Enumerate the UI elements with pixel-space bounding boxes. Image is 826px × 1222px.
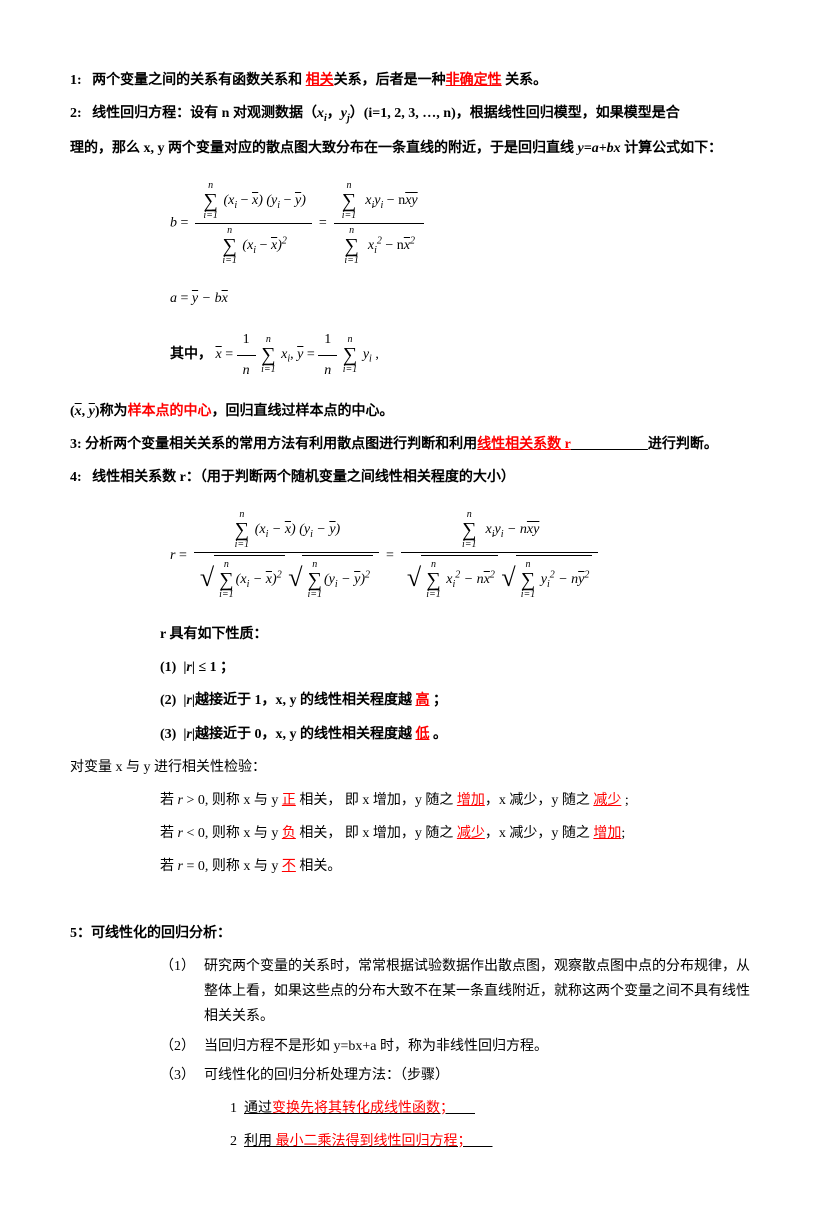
blank-answer: 线性相关系数 r bbox=[477, 437, 571, 452]
r-prop-3: (3) |r|越接近于 0，x, y 的线性相关程度越 低 。 bbox=[70, 722, 756, 747]
list-item-1: （1） 研究两个变量的关系时，常常根据试验数据作出散点图，观察散点图中点的分布规… bbox=[70, 954, 756, 1030]
paragraph-center: (x, y)称为样本点的中心，回归直线过样本点的中心。 bbox=[70, 399, 756, 424]
blank-answer: 非确定性 bbox=[446, 73, 502, 88]
item-number: 5： bbox=[70, 926, 91, 941]
blank-answer: 负 bbox=[282, 826, 296, 841]
fraction: n∑i=1 (xi − x) (yi − y) √n∑i=1(xi − x)2 … bbox=[194, 508, 379, 604]
blank-answer: 增加 bbox=[457, 793, 485, 808]
paragraph-4: 4: 线性相关系数 r：（用于判断两个随机变量之间线性相关程度的大小） bbox=[70, 465, 756, 490]
blank-answer: 正 bbox=[282, 793, 296, 808]
item-number: 4: bbox=[70, 470, 82, 485]
paragraph-2b: 理的，那么 x, y 两个变量对应的散点图大致分布在一条直线的附近，于是回归直线… bbox=[70, 136, 756, 161]
blank-answer: 减少 bbox=[593, 793, 621, 808]
correlation-head: 对变量 x 与 y 进行相关性检验： bbox=[70, 755, 756, 780]
sub-step-1: 1 通过变换先将其转化成线性函数； bbox=[70, 1096, 756, 1121]
formula-a: a = y − bx bbox=[170, 286, 756, 311]
blank-answer: 减少 bbox=[457, 826, 485, 841]
formula-b: b = n∑i=1 (xi − x) (yi − y) n∑i=1 (xi − … bbox=[170, 179, 756, 268]
corr-positive: 若 r > 0, 则称 x 与 y 正 相关， 即 x 增加，y 随之 增加，x… bbox=[70, 788, 756, 813]
blank-answer: 高 bbox=[415, 693, 429, 708]
formula-mean: 其中， x = 1n n∑i=1 xi, y = 1n n∑i=1 yi , bbox=[170, 325, 756, 384]
fraction: n∑i=1 (xi − x) (yi − y) n∑i=1 (xi − x)2 bbox=[195, 179, 311, 268]
r-prop-2: (2) |r|越接近于 1，x, y 的线性相关程度越 高 ； bbox=[70, 688, 756, 713]
paragraph-2: 2: 线性回归方程：设有 n 对观测数据（xi，yj）(i=1, 2, 3, …… bbox=[70, 101, 756, 128]
r-prop-1: (1) |r| ≤ 1 ； bbox=[70, 655, 756, 680]
corr-negative: 若 r < 0, 则称 x 与 y 负 相关， 即 x 增加，y 随之 减少，x… bbox=[70, 821, 756, 846]
list-item-3: （3） 可线性化的回归分析处理方法：（步骤） bbox=[70, 1063, 756, 1088]
blank-answer: 变换先将其转化成线性函数； bbox=[272, 1101, 454, 1116]
blank-answer: 相关 bbox=[306, 73, 334, 88]
blank-answer: 增加 bbox=[593, 826, 621, 841]
list-item-2: （2） 当回归方程不是形如 y=bx+a 时，称为非线性回归方程。 bbox=[70, 1034, 756, 1059]
blank-answer: 低 bbox=[415, 727, 429, 742]
blank-answer: 最小二乘法得到线性回归方程； bbox=[276, 1134, 472, 1149]
sub-step-2: 2 利用 最小二乘法得到线性回归方程； bbox=[70, 1129, 756, 1154]
formula-r: r = n∑i=1 (xi − x) (yi − y) √n∑i=1(xi − … bbox=[170, 508, 756, 604]
r-properties-head: r 具有如下性质： bbox=[70, 622, 756, 647]
math-inline: yj bbox=[341, 106, 350, 121]
blank-answer: 不 bbox=[282, 859, 296, 874]
corr-zero: 若 r = 0, 则称 x 与 y 不 相关。 bbox=[70, 854, 756, 879]
math-inline: xi bbox=[317, 106, 327, 121]
paragraph-3: 3: 分析两个变量相关关系的常用方法有利用散点图进行判断和利用线性相关系数 r … bbox=[70, 432, 756, 457]
highlight: 样本点的中心 bbox=[128, 404, 212, 419]
paragraph-5: 5：可线性化的回归分析： bbox=[70, 921, 756, 946]
math-inline: y=a+bx bbox=[578, 141, 621, 156]
item-number: 3: bbox=[70, 437, 82, 452]
fraction: n∑i=1 xiyi − nxy √n∑i=1 xi2 − nx2 √n∑i=1… bbox=[401, 508, 598, 604]
paragraph-1: 1: 两个变量之间的关系有函数关系和 相关关系，后者是一种非确定性 关系。 bbox=[70, 68, 756, 93]
fraction: n∑i=1 xiyi − nxy n∑i=1 xi2 − nx2 bbox=[334, 179, 424, 268]
item-number: 1: bbox=[70, 73, 82, 88]
item-number: 2: bbox=[70, 106, 82, 121]
